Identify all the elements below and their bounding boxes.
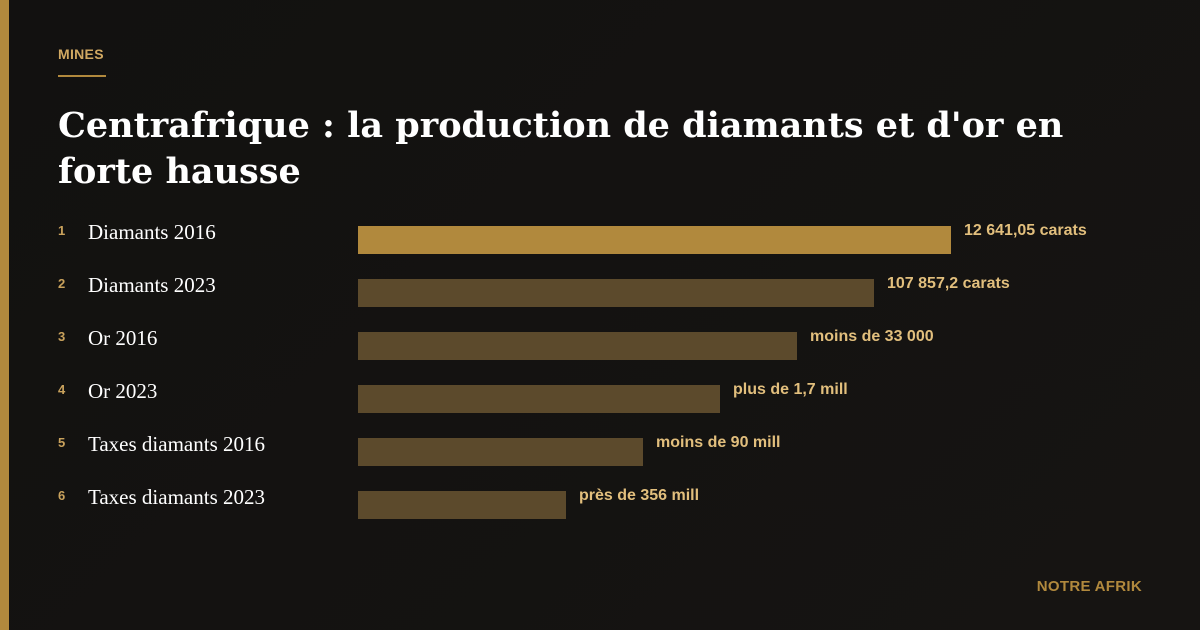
rank-number: 6 bbox=[58, 488, 66, 503]
category-label: Taxes diamants 2016 bbox=[88, 432, 265, 456]
bar bbox=[358, 332, 797, 360]
category-label: Taxes diamants 2023 bbox=[88, 485, 265, 509]
value-label: moins de 33 000 bbox=[810, 328, 934, 345]
bar bbox=[358, 279, 874, 307]
brand-footer: NOTRE AFRIK bbox=[1036, 578, 1142, 595]
value-label: moins de 90 mill bbox=[656, 434, 781, 451]
bar bbox=[358, 385, 720, 413]
section-kicker: MINES bbox=[58, 46, 104, 62]
bar bbox=[358, 438, 643, 466]
value-label: 107 857,2 carats bbox=[887, 275, 1010, 292]
kicker-underline bbox=[58, 75, 106, 77]
rank-number: 1 bbox=[58, 223, 66, 238]
category-label: Diamants 2016 bbox=[88, 220, 216, 244]
rank-number: 4 bbox=[58, 382, 66, 397]
rank-number: 2 bbox=[58, 276, 66, 291]
bar bbox=[358, 226, 951, 254]
category-label: Or 2023 bbox=[88, 379, 158, 403]
bar bbox=[358, 491, 566, 519]
page-title: Centrafrique : la production de diamants… bbox=[58, 105, 1064, 192]
category-label: Diamants 2023 bbox=[88, 273, 216, 297]
rank-number: 3 bbox=[58, 329, 66, 344]
rank-number: 5 bbox=[58, 435, 66, 450]
value-label: plus de 1,7 mill bbox=[733, 381, 848, 398]
accent-stripe bbox=[0, 0, 9, 630]
value-label: 12 641,05 carats bbox=[964, 222, 1087, 239]
value-label: près de 356 mill bbox=[579, 487, 700, 504]
category-label: Or 2016 bbox=[88, 326, 158, 350]
